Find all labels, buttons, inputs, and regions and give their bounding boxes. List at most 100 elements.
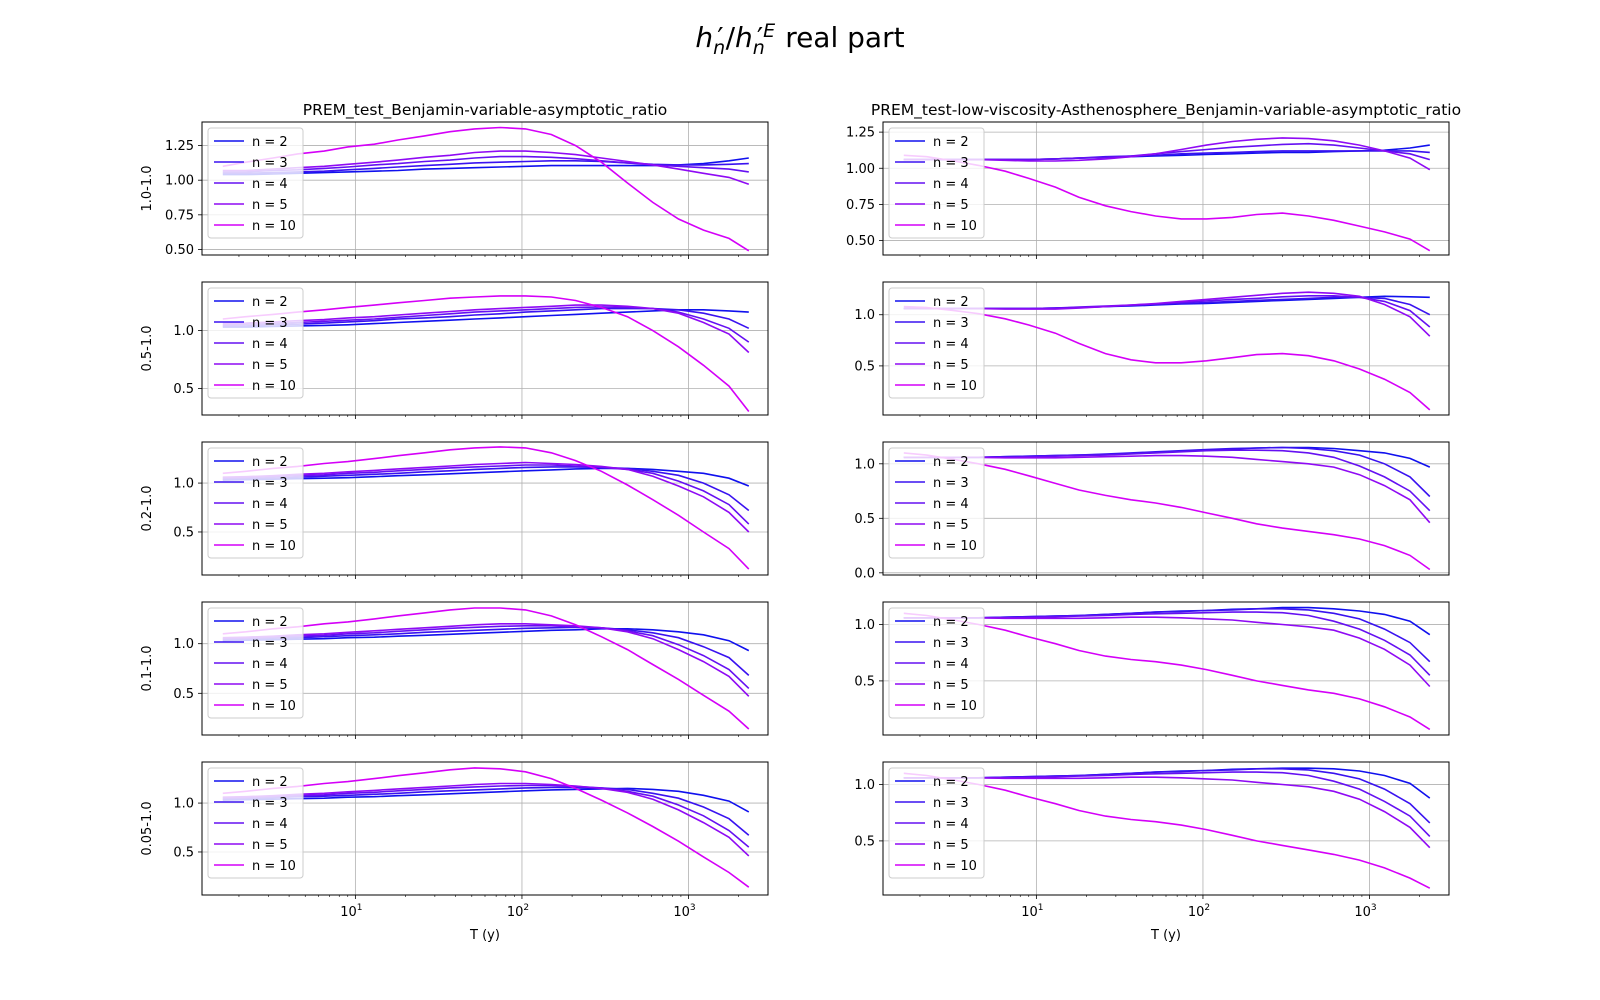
legend-label: n = 10 [252, 379, 296, 394]
panel-title: PREM_test_Benjamin-variable-asymptotic_r… [303, 101, 668, 120]
panel-9: 101 102 103 0.5 1.0 n = 2 n = 3 n = 4 n = 5 n = 1… [140, 761, 769, 943]
series-line-n5 [222, 461, 750, 533]
legend-label: n = 3 [933, 316, 969, 331]
y-tick-label: 1.0 [854, 308, 875, 323]
series-line-n5 [903, 454, 1431, 524]
legend-box [207, 287, 304, 399]
legend-label: n = 3 [252, 796, 288, 811]
axes-frame [882, 441, 1450, 576]
y-axis-label: 0.05-1.0 [140, 801, 155, 855]
y-axis-label: 1.0-1.0 [140, 165, 155, 211]
series-line-n5 [903, 616, 1431, 688]
title-sub1: n [713, 37, 725, 59]
y-tick-label: 0.75 [165, 208, 194, 223]
y-tick-label: 1.00 [846, 162, 875, 177]
series-line-n10 [903, 154, 1431, 252]
y-tick-label: 0.5 [173, 845, 194, 860]
legend: n = 2 n = 3 n = 4 n = 5 n = 10 [207, 447, 304, 559]
series-line-n3 [222, 626, 750, 676]
panel-4: 0.5 1.0 n = 2 n = 3 n = 4 n = 5 n = 10 [854, 281, 1450, 419]
axes-frame [882, 281, 1450, 416]
legend-label: n = 5 [933, 678, 969, 693]
legend: n = 2 n = 3 n = 4 n = 5 n = 10 [207, 767, 304, 879]
axes-frame [882, 761, 1450, 896]
legend-label: n = 5 [933, 518, 969, 533]
legend-label: n = 2 [252, 295, 288, 310]
legend-label: n = 4 [933, 817, 969, 832]
panels-container: 0.500.751.001.25 n = 2n = 3n = 4n = 5n = … [140, 101, 1461, 943]
legend-label: n = 4 [252, 177, 288, 192]
x-tick-label: 101 [1021, 903, 1043, 920]
legend: n = 2 n = 3 n = 4 n = 5 n = 10 [888, 447, 985, 559]
axes-frame [201, 281, 769, 416]
legend: n = 2 n = 3 n = 4 n = 5 n = 10 [207, 607, 304, 719]
legend-label: n = 10 [933, 219, 977, 234]
legend: n = 2 n = 3 n = 4 n = 5 n = 10 [207, 287, 304, 399]
panel-3: 0.5 1.0 n = 2 n = 3 n = 4 n = 5 n = 10 0.5-1.0 [140, 281, 769, 419]
legend-label: n = 5 [933, 838, 969, 853]
y-tick-label: 1.0 [854, 457, 875, 472]
series-line-n10 [222, 295, 750, 412]
legend-label: n = 3 [252, 316, 288, 331]
x-tick-exponent: 3 [1371, 903, 1377, 913]
x-tick-label: 103 [1354, 903, 1376, 920]
title-sup: E [763, 20, 775, 42]
legend-label: n = 2 [252, 775, 288, 790]
legend-label: n = 3 [933, 636, 969, 651]
legend-label: n = 3 [252, 156, 288, 171]
panel-10: 101 102 103 0.5 1.0 n = 2 n = 3 n = 4 n = 5 n = 1… [854, 761, 1450, 943]
axes-frame [201, 121, 769, 256]
legend-label: n = 3 [933, 796, 969, 811]
legend-label: n = 5 [252, 518, 288, 533]
x-tick-exponent: 3 [690, 903, 696, 913]
y-tick-label: 1.00 [165, 174, 194, 189]
title-prime1: ′ [717, 21, 723, 54]
legend-box [207, 447, 304, 559]
series-line-n10 [222, 767, 750, 888]
legend-label: n = 10 [252, 219, 296, 234]
series-line-n3 [222, 307, 750, 330]
series-line-n3 [222, 160, 749, 175]
series-line-n10 [222, 446, 750, 570]
x-tick-label: 102 [507, 903, 529, 920]
panel-1: 0.500.751.001.25 n = 2n = 3n = 4n = 5n = … [140, 101, 769, 259]
y-tick-label: 0.0 [854, 566, 875, 581]
legend-label: n = 4 [252, 337, 288, 352]
legend-label: n = 2 [933, 615, 969, 630]
legend-label: n = 5 [252, 198, 288, 213]
legend-label: n = 10 [933, 379, 977, 394]
series-line-n3 [222, 466, 750, 512]
series-line-n2 [222, 787, 750, 813]
legend-label: n = 3 [933, 156, 969, 171]
legend-label: n = 2 [933, 295, 969, 310]
series-line-n2 [222, 627, 750, 652]
panel-6: 0.0 0.5 1.0 n = 2 n = 3 n = 4 n = 5 n = 10 [854, 441, 1450, 581]
legend: n = 2 n = 3 n = 4 n = 5 n = 10 [888, 767, 985, 879]
legend-label: n = 2 [252, 455, 288, 470]
legend-box [207, 607, 304, 719]
y-tick-label: 1.0 [854, 618, 875, 633]
legend-label: n = 10 [933, 859, 977, 874]
series-line-n10 [903, 452, 1431, 571]
legend: n = 2 n = 3 n = 4 n = 5 n = 10 [888, 607, 985, 719]
y-tick-label: 0.5 [854, 359, 875, 374]
panel-5: 0.5 1.0 n = 2 n = 3 n = 4 n = 5 n = 10 0.2-1.0 [140, 441, 769, 579]
legend-label: n = 5 [252, 838, 288, 853]
y-tick-label: 1.0 [173, 477, 194, 492]
y-tick-label: 1.0 [173, 797, 194, 812]
legend: n = 2 n = 3 n = 4 n = 5 n = 10 [207, 127, 304, 239]
y-tick-label: 0.50 [846, 234, 875, 249]
y-tick-label: 0.5 [173, 687, 194, 702]
panel-8: 0.5 1.0 n = 2 n = 3 n = 4 n = 5 n = 10 [854, 601, 1450, 739]
y-tick-label: 1.0 [173, 324, 194, 339]
y-tick-label: 0.75 [846, 198, 875, 213]
legend-label: n = 10 [252, 539, 296, 554]
y-tick-label: 1.0 [173, 637, 194, 652]
legend-box [207, 767, 304, 879]
series-line-n10 [222, 126, 750, 252]
axes-frame [201, 761, 769, 896]
y-tick-label: 0.5 [854, 512, 875, 527]
panel-2: 0.500.751.001.25n = 2n = 3n = 4n = 5n = … [846, 101, 1461, 259]
x-tick-exponent: 1 [1038, 903, 1044, 913]
x-axis-label: T (y) [469, 928, 500, 943]
